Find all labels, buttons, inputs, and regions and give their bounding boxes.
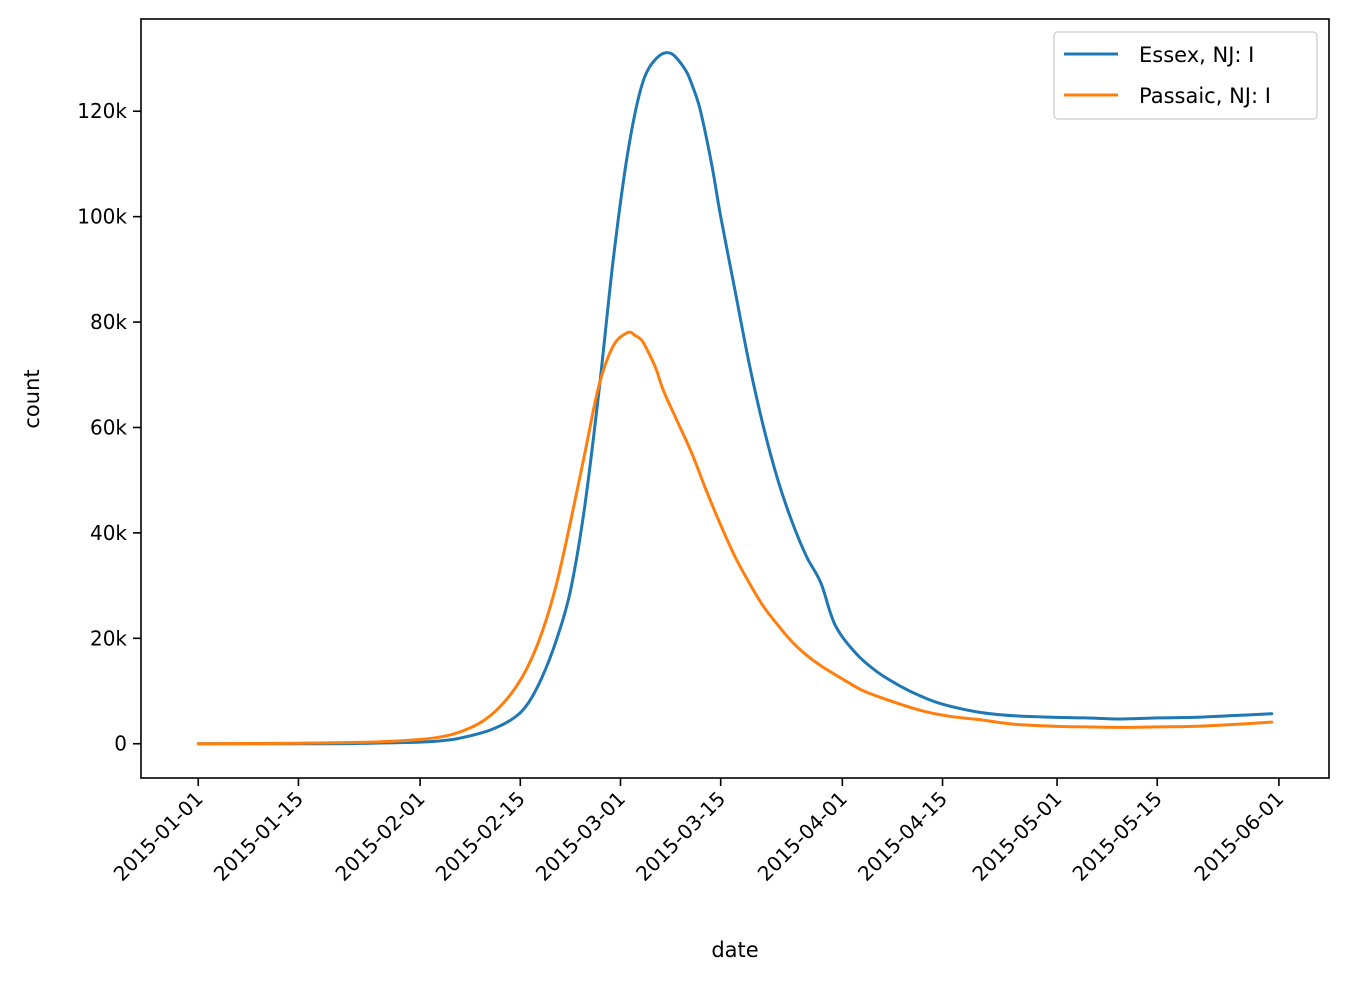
y-tick-label: 80k xyxy=(90,310,127,334)
y-tick-label: 120k xyxy=(77,99,127,123)
y-tick-label: 20k xyxy=(90,626,127,650)
y-tick-label: 0 xyxy=(114,732,127,756)
legend-label-2: Passaic, NJ: I xyxy=(1139,84,1271,108)
series-line-1 xyxy=(196,51,1274,746)
y-tick-label: 100k xyxy=(77,205,127,229)
legend-box xyxy=(1053,31,1318,120)
series-line-2 xyxy=(196,330,1274,746)
y-axis-ticks: 0 20k 40k 60k 80k 100k 120k xyxy=(77,99,141,756)
y-axis-label: count xyxy=(20,369,44,428)
legend: Essex, NJ: I Passaic, NJ: I xyxy=(1053,31,1318,120)
x-axis-label: date xyxy=(711,938,758,962)
y-tick-label: 40k xyxy=(90,521,127,545)
legend-label-1: Essex, NJ: I xyxy=(1139,43,1254,67)
plot-frame xyxy=(140,18,1330,779)
y-tick-label: 60k xyxy=(90,415,127,439)
series-lines xyxy=(196,51,1274,746)
